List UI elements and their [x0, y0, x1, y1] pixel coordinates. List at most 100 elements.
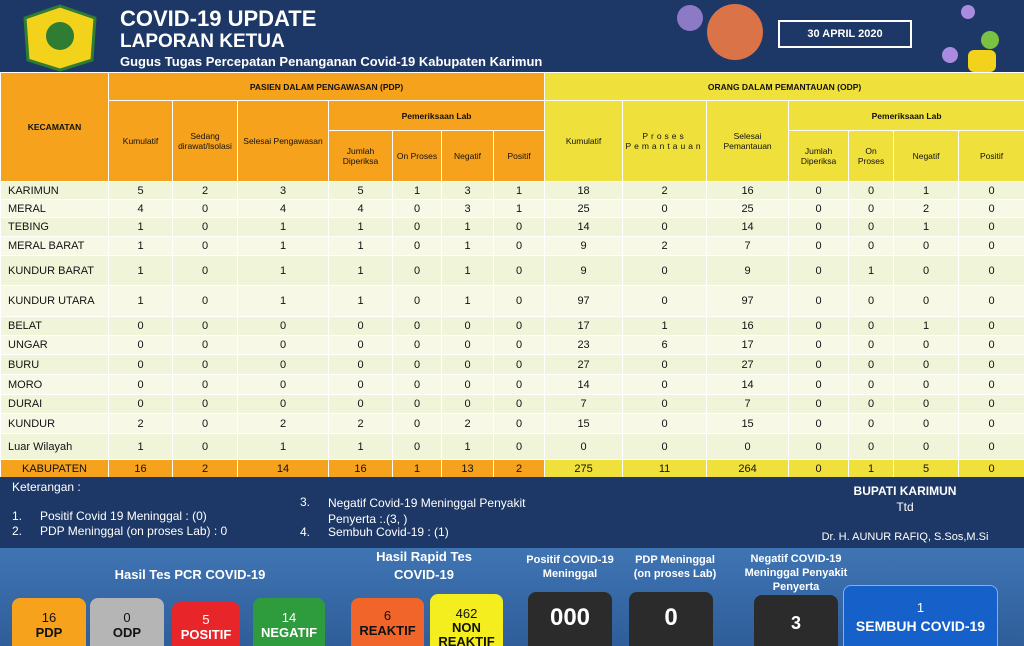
- cell-value: 0: [392, 199, 442, 218]
- table-row: Luar Wilayah 1 0 1 1 0 1 0 0 0 0 0 0 0 0: [0, 433, 1024, 460]
- district-name: KABUPATEN: [0, 459, 109, 478]
- table-row: TEBING 1 0 1 1 0 1 0 14 0 14 0 0 1 0: [0, 217, 1024, 237]
- cell-value: 1: [893, 217, 960, 237]
- cell-value: 1: [108, 433, 173, 460]
- group-header: PASIEN DALAM PENGAWASAN (PDP): [107, 72, 546, 101]
- cell-value: 1: [108, 236, 173, 256]
- cell-value: 0: [893, 236, 960, 256]
- cell-value: 0: [893, 413, 960, 434]
- cell-value: 2: [172, 181, 238, 200]
- cell-value: 7: [706, 394, 790, 414]
- cell-value: 0: [441, 374, 494, 395]
- note-number: 2.: [12, 524, 23, 538]
- cell-value: 0: [893, 374, 960, 395]
- district-name: TEBING: [0, 217, 109, 237]
- table-row: UNGAR 0 0 0 0 0 0 0 23 6 17 0 0 0 0: [0, 335, 1024, 355]
- cell-value: 25: [544, 199, 624, 218]
- title: COVID-19 UPDATE: [120, 6, 317, 31]
- cell-value: 1: [492, 199, 546, 218]
- cell-value: 1: [492, 181, 546, 200]
- cell-value: 18: [544, 181, 624, 200]
- pcr-box: 14 NEGATIF: [253, 598, 325, 646]
- cell-value: 0: [622, 433, 708, 460]
- cell-value: 0: [172, 413, 238, 434]
- cell-value: 0: [328, 374, 393, 395]
- cell-value: 0: [848, 354, 895, 375]
- cell-value: 0: [788, 217, 850, 237]
- table-row: MERAL 4 0 4 4 0 3 1 25 0 25 0 0 2 0: [0, 199, 1024, 218]
- cell-value: 0: [392, 255, 442, 286]
- cell-value: 2: [108, 413, 173, 434]
- cell-value: 0: [848, 316, 895, 336]
- table-body: KARIMUN 5 2 3 5 1 3 1 18 2 16 0 0 1 0 MERAL 4 0 4 4 0 3 1 25 0 25…: [0, 181, 1024, 478]
- cell-value: 0: [108, 394, 173, 414]
- cell-value: 0: [392, 374, 442, 395]
- cell-value: 0: [172, 255, 238, 286]
- note-number: 3.: [300, 495, 311, 509]
- cell-value: 275: [544, 459, 624, 478]
- cell-value: 0: [392, 354, 442, 375]
- cell-value: 5: [893, 459, 960, 478]
- cell-value: 0: [958, 236, 1024, 256]
- cell-value: 1: [237, 285, 329, 317]
- cell-value: 1: [848, 255, 895, 286]
- cell-value: 0: [237, 394, 329, 414]
- signature-title: BUPATI KARIMUN: [853, 484, 957, 498]
- cell-value: 0: [172, 374, 238, 395]
- header-decor: [23, 4, 999, 72]
- cell-value: 0: [893, 335, 960, 355]
- cell-value: 2: [172, 459, 238, 478]
- cell-value: 2: [622, 236, 708, 256]
- summary-title: Hasil Rapid Tes COVID-19: [376, 549, 472, 582]
- cell-value: 1: [392, 459, 442, 478]
- cell-value: 7: [544, 394, 624, 414]
- cell-value: 1: [392, 181, 442, 200]
- summary-title: Negatif COVID-19 Meninggal Penyakit Peny…: [744, 553, 848, 593]
- cell-value: 97: [544, 285, 624, 317]
- cell-value: 0: [172, 316, 238, 336]
- cell-value: 14: [706, 374, 790, 395]
- pcr-box: 0 ODP: [90, 598, 164, 646]
- cell-value: 1: [237, 433, 329, 460]
- value: 462: [455, 606, 478, 621]
- cell-value: 0: [172, 285, 238, 317]
- cell-value: 0: [392, 394, 442, 414]
- district-name: DURAI: [0, 394, 109, 414]
- cell-value: 0: [441, 354, 494, 375]
- cell-value: 0: [788, 316, 850, 336]
- cell-value: 0: [893, 285, 960, 317]
- cell-value: 0: [492, 394, 546, 414]
- summary-panel: Hasil Tes PCR COVID-19 16 PDP 0 ODP 5 POSIT…: [0, 548, 1024, 646]
- cell-value: 0: [958, 354, 1024, 375]
- cell-value: 0: [788, 394, 850, 414]
- column-header: Positif: [958, 130, 1024, 182]
- summary-title: Hasil Tes PCR COVID-19: [114, 567, 266, 582]
- value: 0: [123, 610, 131, 625]
- cell-value: 0: [108, 335, 173, 355]
- cell-value: 3: [441, 181, 494, 200]
- district-name: BELAT: [0, 316, 109, 336]
- table-row: KUNDUR BARAT 1 0 1 1 0 1 0 9 0 9 0 1 0 0: [0, 255, 1024, 286]
- date: 30 APRIL 2020: [778, 20, 912, 48]
- value: 14: [281, 610, 297, 625]
- cell-value: 0: [958, 316, 1024, 336]
- summary-title: Positif COVID-19 Meninggal: [526, 554, 614, 580]
- virus: [707, 4, 763, 60]
- cell-value: 0: [172, 394, 238, 414]
- cell-value: 0: [108, 374, 173, 395]
- cell-value: 9: [544, 236, 624, 256]
- cell-value: 7: [706, 236, 790, 256]
- cell-value: 2: [237, 413, 329, 434]
- table-row: BURU 0 0 0 0 0 0 0 27 0 27 0 0 0 0: [0, 354, 1024, 375]
- cell-value: 0: [788, 413, 850, 434]
- cell-value: 0: [392, 433, 442, 460]
- district-name: MERAL: [0, 199, 109, 218]
- cell-value: 0: [788, 285, 850, 317]
- cell-value: 1: [622, 316, 708, 336]
- signature-mark: Ttd: [896, 500, 914, 514]
- cell-value: 0: [788, 354, 850, 375]
- cell-value: 0: [328, 335, 393, 355]
- value: 16: [41, 610, 57, 625]
- district-name: UNGAR: [0, 335, 109, 355]
- cell-value: 0: [788, 433, 850, 460]
